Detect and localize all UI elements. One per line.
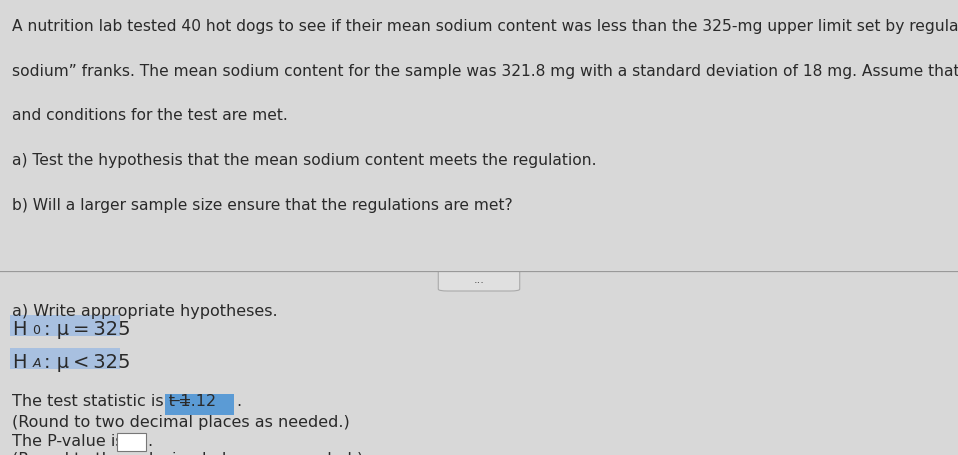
FancyBboxPatch shape xyxy=(10,348,120,369)
Text: ...: ... xyxy=(473,275,485,285)
Text: b) Will a larger sample size ensure that the regulations are met?: b) Will a larger sample size ensure that… xyxy=(12,197,513,212)
Text: .: . xyxy=(148,434,152,449)
Text: The P-value is: The P-value is xyxy=(12,434,129,449)
FancyBboxPatch shape xyxy=(10,315,120,336)
Text: The test statistic is t =: The test statistic is t = xyxy=(12,394,195,409)
Text: and conditions for the test are met.: and conditions for the test are met. xyxy=(12,108,288,123)
FancyBboxPatch shape xyxy=(117,433,146,451)
Text: H: H xyxy=(12,353,27,372)
Text: H: H xyxy=(12,319,27,339)
Text: −1.12: −1.12 xyxy=(168,394,217,409)
FancyBboxPatch shape xyxy=(438,269,519,291)
Text: a) Test the hypothesis that the mean sodium content meets the regulation.: a) Test the hypothesis that the mean sod… xyxy=(12,153,597,168)
Text: a) Write appropriate hypotheses.: a) Write appropriate hypotheses. xyxy=(12,304,278,319)
Text: A nutrition lab tested 40 hot dogs to see if their mean sodium content was less : A nutrition lab tested 40 hot dogs to se… xyxy=(12,19,958,34)
Text: sodium” franks. The mean sodium content for the sample was 321.8 mg with a stand: sodium” franks. The mean sodium content … xyxy=(12,64,958,79)
Text: 0: 0 xyxy=(33,324,40,337)
Text: .: . xyxy=(237,394,241,409)
Text: (Round to two decimal places as needed.): (Round to two decimal places as needed.) xyxy=(12,415,351,430)
Text: A: A xyxy=(33,357,41,370)
Text: : μ < 325: : μ < 325 xyxy=(44,353,130,372)
Text: : μ = 325: : μ = 325 xyxy=(44,319,130,339)
FancyBboxPatch shape xyxy=(165,394,234,415)
Text: (Round to three decimal places as needed.): (Round to three decimal places as needed… xyxy=(12,452,364,455)
